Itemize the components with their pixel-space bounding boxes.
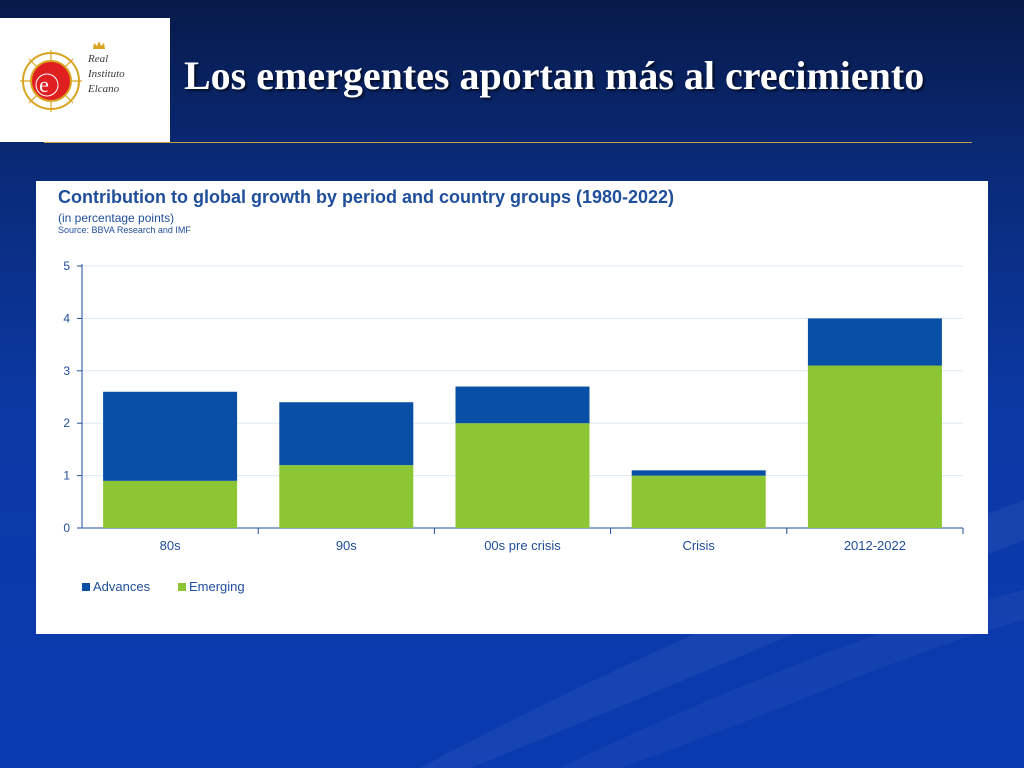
logo-panel: e Real Instituto Elcano [0, 18, 170, 142]
chart-panel: 0 1 2 3 4 5 80s 90s 00s pre crisis Crisis 2012-202… [36, 181, 988, 634]
elcano-emblem-icon: e [20, 50, 82, 112]
legend-label-advances: Advances [93, 579, 151, 594]
chart-subtitle: (in percentage points) [58, 211, 175, 225]
bar-advances-90s [279, 402, 414, 466]
bar-advances-00s-pre-crisis [455, 386, 590, 424]
chart-source: Source: BBVA Research and IMF [58, 225, 191, 235]
bar-emerging-00s-pre-crisis [455, 423, 590, 528]
chart-title: Contribution to global growth by period … [58, 187, 675, 207]
title-divider [44, 142, 972, 143]
logo-line-1: Real [88, 53, 109, 65]
bar-emerging-90s [279, 465, 414, 528]
x-tick-label: Crisis [682, 538, 715, 553]
crown-icon [93, 41, 105, 49]
bar-advances-80s [103, 391, 238, 481]
y-tick-label: 4 [63, 311, 70, 325]
legend-swatch-emerging [178, 583, 186, 591]
bar-emerging-80s [103, 480, 238, 528]
y-tick-label: 5 [63, 259, 70, 273]
logo-line-2: Instituto [88, 68, 125, 80]
x-tick-label: 90s [336, 538, 357, 553]
bar-emerging-2012-2022 [807, 365, 942, 528]
bar-advances-crisis [631, 470, 766, 476]
legend-label-emerging: Emerging [189, 579, 245, 594]
logo-wordmark: Real Instituto Elcano [88, 52, 168, 97]
y-tick-label: 2 [63, 416, 70, 430]
stacked-bar-chart: 0 1 2 3 4 5 80s 90s 00s pre crisis Crisis 2012-202… [63, 259, 964, 594]
x-tick-label: 00s pre crisis [484, 538, 561, 553]
bar-advances-2012-2022 [807, 318, 942, 366]
emblem-letter: e [39, 72, 49, 97]
x-tick-label: 2012-2022 [844, 538, 906, 553]
bar-emerging-crisis [631, 475, 766, 528]
y-tick-label: 1 [63, 469, 70, 483]
logo-line-3: Elcano [88, 83, 120, 95]
y-tick-label: 0 [63, 521, 70, 535]
x-tick-label: 80s [160, 538, 181, 553]
legend-swatch-advances [82, 583, 90, 591]
slide-title: Los emergentes aportan más al crecimient… [184, 53, 925, 98]
y-tick-label: 3 [63, 364, 70, 378]
